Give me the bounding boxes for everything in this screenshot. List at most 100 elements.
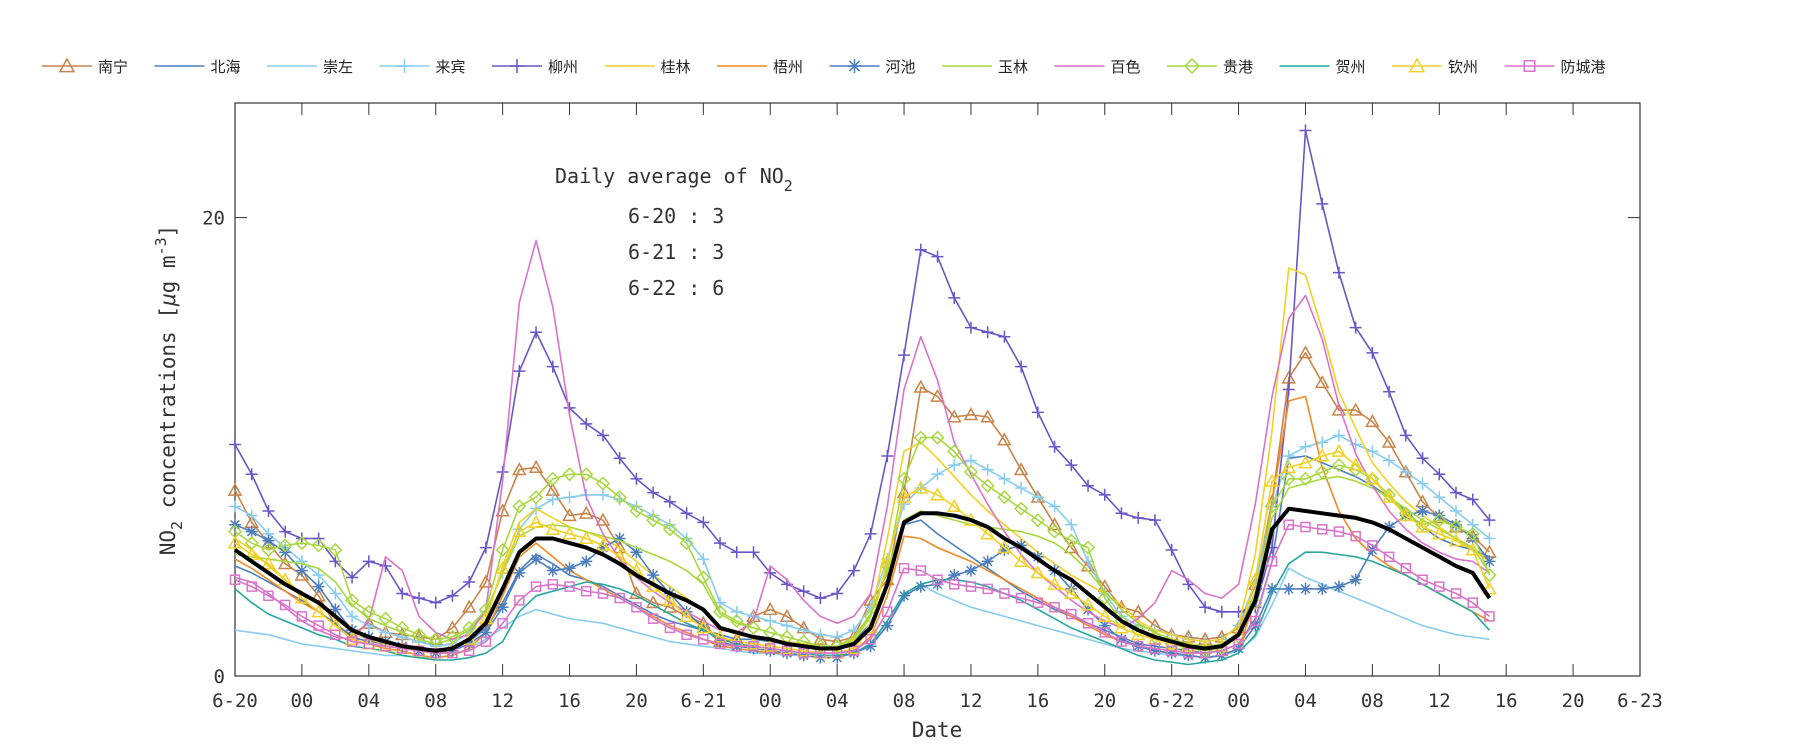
data-point <box>528 459 544 473</box>
data-point <box>814 628 827 641</box>
data-point <box>596 429 609 442</box>
data-point <box>429 596 442 609</box>
data-point <box>1149 643 1161 654</box>
data-point <box>948 569 961 582</box>
data-point <box>563 491 576 504</box>
data-point <box>296 611 308 622</box>
data-point <box>1116 636 1127 647</box>
data-point <box>1366 445 1379 458</box>
legend-item: 河池 <box>829 58 916 76</box>
data-point <box>647 486 660 499</box>
data-point <box>1366 346 1379 359</box>
data-point <box>913 430 928 445</box>
legend: 南宁 北海 崇左 来宾 柳州 桂林 梧州 河池 玉林 百色 贵港 贺州 钦州 防城港 <box>42 57 1606 76</box>
series-average <box>233 506 1492 653</box>
data-point <box>914 580 927 593</box>
data-point <box>546 564 559 577</box>
data-point <box>528 514 544 528</box>
data-point <box>714 537 727 550</box>
x-tick-label: 00 <box>1227 690 1250 712</box>
legend-item: 来宾 <box>379 58 466 76</box>
data-point <box>294 536 309 551</box>
data-point <box>546 493 559 506</box>
data-point <box>1015 592 1027 604</box>
annotation-line: 6-22 : 6 <box>628 276 724 300</box>
x-tick-label: 16 <box>1495 690 1518 712</box>
data-point <box>229 438 241 451</box>
data-point <box>896 471 912 486</box>
data-point <box>1097 591 1112 606</box>
data-point <box>631 601 642 613</box>
data-point <box>1015 482 1028 495</box>
data-point <box>729 613 744 629</box>
x-tick-label: 12 <box>491 690 514 712</box>
series-百色 <box>234 239 1490 641</box>
legend-label: 河池 <box>886 58 916 76</box>
data-point <box>1047 524 1062 539</box>
axis-ticks: 6-20 00 04 08 12 16 20 6-21 00 04 08 12 16 20 6-22 00 04… <box>202 103 1663 712</box>
data-point <box>964 564 977 577</box>
data-point <box>780 619 793 632</box>
series-贺州 <box>234 551 1491 666</box>
data-point <box>1281 459 1297 473</box>
plot-frame <box>234 102 1641 677</box>
data-point <box>645 595 661 609</box>
legend-item: 百色 <box>1054 58 1141 76</box>
legend-item: 桂林 <box>604 58 691 76</box>
data-point <box>882 606 893 618</box>
data-point <box>1432 526 1447 540</box>
data-point <box>1315 464 1330 480</box>
data-point <box>1199 601 1212 614</box>
data-point <box>1098 488 1111 501</box>
data-point <box>1283 519 1294 530</box>
legend-label: 百色 <box>1111 58 1141 76</box>
data-point <box>730 546 743 559</box>
legend-marker <box>397 59 412 73</box>
data-point <box>848 645 860 657</box>
data-point <box>1484 611 1495 622</box>
data-point <box>495 503 510 517</box>
data-point <box>814 592 827 605</box>
data-point <box>1047 576 1062 590</box>
data-point <box>981 555 994 568</box>
x-tick-label: 16 <box>558 690 581 712</box>
data-point <box>495 560 510 574</box>
data-point <box>1482 568 1497 583</box>
data-point <box>946 498 962 512</box>
annotation-box: Daily average of NO2 6-20 : 3 6-21 : 3 6… <box>555 164 793 300</box>
data-point <box>1183 647 1194 659</box>
legend-label: 贵港 <box>1223 58 1253 76</box>
data-point <box>747 546 760 559</box>
annotation-title: Daily average of NO2 <box>555 164 793 195</box>
legend-label: 崇左 <box>323 58 353 76</box>
data-point <box>1448 533 1464 547</box>
data-point <box>779 640 795 655</box>
legend-label: 玉林 <box>998 58 1028 76</box>
data-point <box>545 521 561 535</box>
data-point <box>1398 508 1414 522</box>
data-point <box>547 579 559 590</box>
data-point <box>1433 509 1446 522</box>
series-桂林 <box>234 267 1490 654</box>
data-point <box>563 562 576 575</box>
data-point <box>1349 573 1362 586</box>
data-point <box>245 468 258 481</box>
data-point <box>696 570 711 585</box>
legend-item: 钦州 <box>1392 57 1478 76</box>
data-point <box>1013 462 1029 476</box>
data-point <box>964 454 977 467</box>
data-point <box>596 488 609 501</box>
data-point <box>797 624 810 637</box>
data-point <box>1314 375 1330 389</box>
data-point <box>612 540 627 554</box>
data-point <box>764 566 777 579</box>
data-point <box>346 610 359 623</box>
data-point <box>513 365 526 378</box>
legend-label: 梧州 <box>773 58 803 76</box>
data-point <box>1300 521 1311 533</box>
data-point <box>578 530 594 545</box>
data-point <box>1448 519 1464 535</box>
x-tick-label: 08 <box>893 690 916 712</box>
data-point <box>330 629 341 640</box>
